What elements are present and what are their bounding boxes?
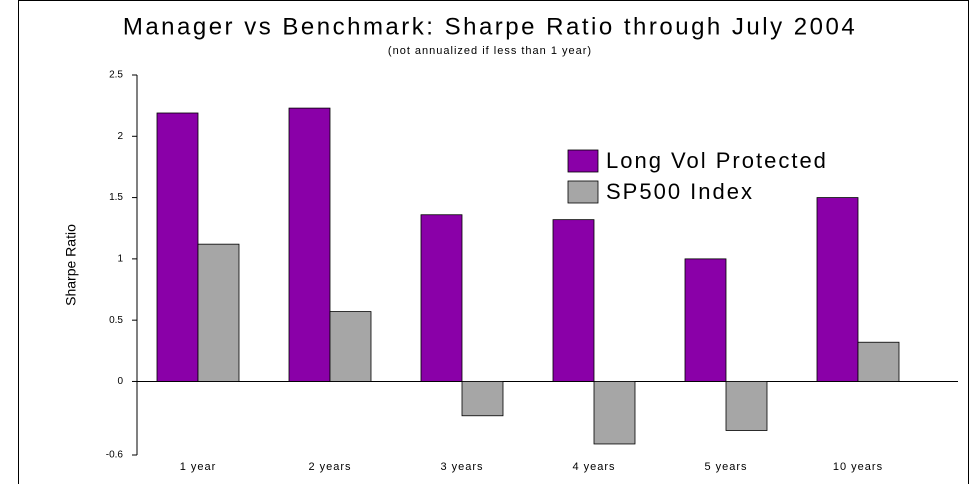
y-tick-label: 2.5: [109, 70, 123, 81]
bar: [593, 381, 636, 445]
bar: [461, 381, 504, 417]
chart-title: Manager vs Benchmark: Sharpe Ratio throu…: [123, 13, 857, 40]
bar: [420, 214, 463, 382]
x-tick-label: 10 years: [833, 461, 883, 473]
bar: [684, 258, 727, 382]
bar: [329, 311, 372, 382]
bar: [725, 381, 768, 431]
y-tick-label: 0.5: [109, 315, 123, 326]
x-tick-label: 2 years: [308, 461, 351, 473]
legend-label: Long Vol Protected: [606, 148, 828, 173]
y-tick-label: 2: [117, 131, 123, 142]
bar: [197, 243, 240, 382]
bar: [288, 107, 331, 382]
bar: [552, 219, 595, 382]
y-axis-label: Sharpe Ratio: [63, 224, 79, 306]
y-tick-label: 0: [117, 376, 123, 387]
legend-swatch: [567, 180, 599, 204]
legend-swatch: [567, 149, 599, 173]
y-tick-label: 1.5: [109, 192, 123, 203]
y-tick-label: 1: [117, 254, 123, 265]
x-tick-label: 4 years: [572, 461, 615, 473]
x-tick-label: 1 year: [180, 461, 217, 473]
x-tick-label: 3 years: [440, 461, 483, 473]
y-tick-label: -0.6: [106, 450, 124, 461]
legend-label: SP500 Index: [606, 179, 754, 204]
bar: [816, 197, 859, 382]
bar: [156, 112, 199, 382]
chart-subtitle: (not annualized if less than 1 year): [388, 45, 592, 57]
chart-frame: [18, 0, 969, 484]
bar: [857, 341, 900, 382]
x-tick-label: 5 years: [704, 461, 747, 473]
